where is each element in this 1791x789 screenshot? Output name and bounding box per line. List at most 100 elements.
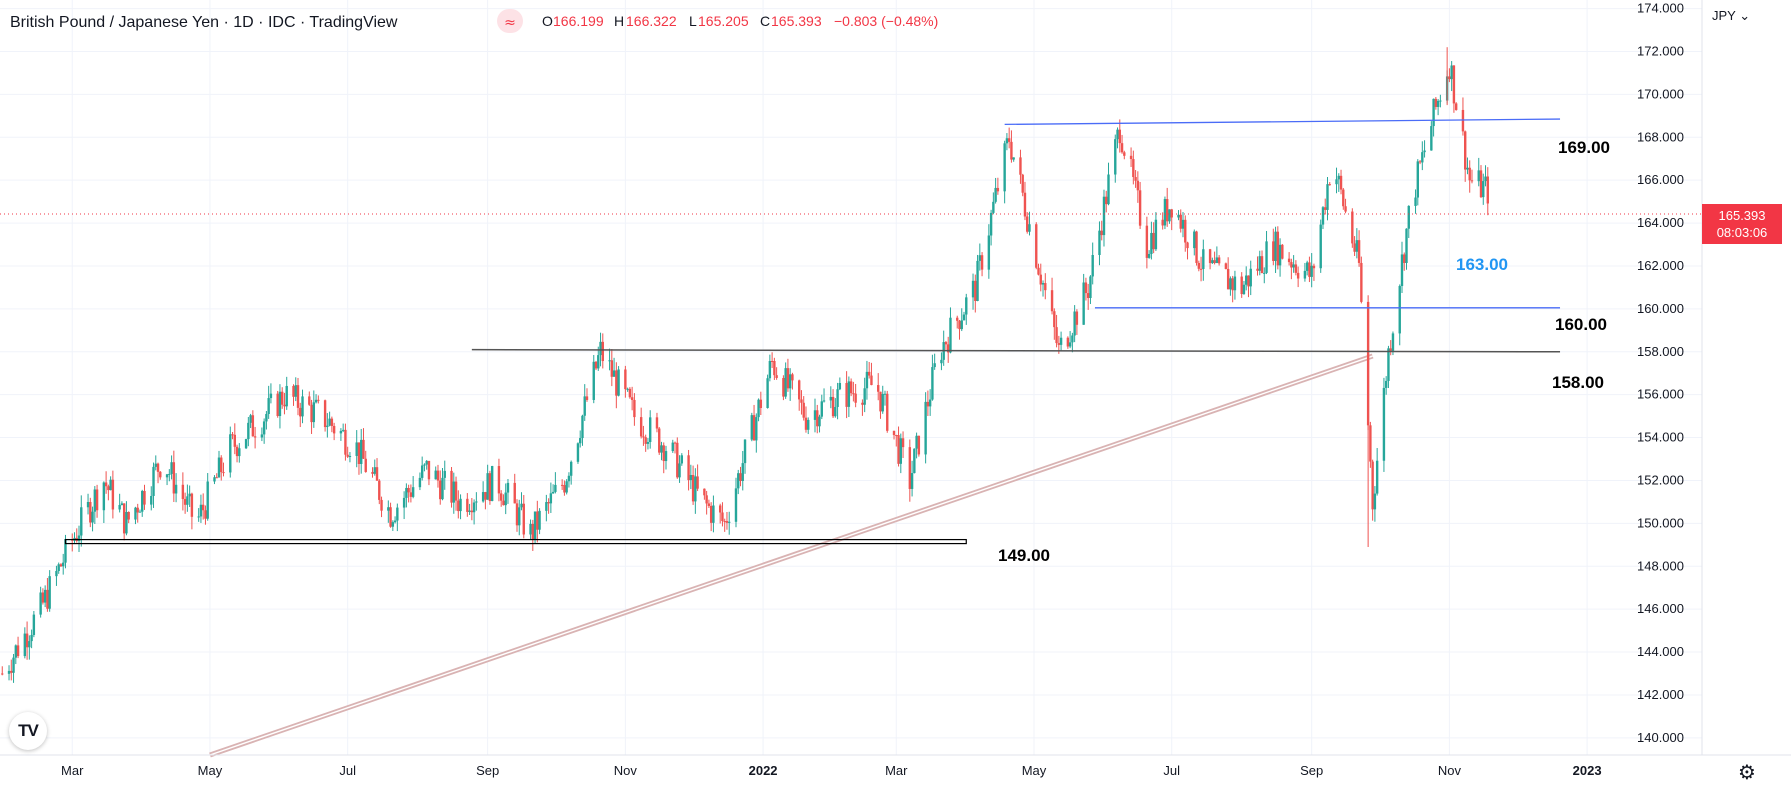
candle-body [387, 507, 390, 511]
candle-body [1, 673, 4, 675]
candle-body [1028, 224, 1031, 232]
price-tick-label: 150.000 [1637, 515, 1684, 530]
candle-body [10, 670, 13, 673]
candle-body [308, 396, 311, 405]
candle-body [251, 415, 255, 437]
trendline[interactable] [209, 353, 1374, 758]
candle-body [1177, 214, 1180, 218]
candle-body [423, 464, 426, 466]
candle-body [355, 442, 358, 456]
candle-body [269, 393, 273, 399]
candle-body [583, 396, 586, 416]
candle-body [362, 439, 365, 459]
price-tick-label: 148.000 [1637, 558, 1684, 573]
candle-body [910, 473, 914, 489]
candle-body [1224, 263, 1228, 269]
candle-body [1005, 138, 1009, 144]
candle-body [183, 499, 187, 505]
candle-body [1450, 65, 1453, 80]
candle-body [104, 482, 108, 487]
candle-body [838, 382, 842, 390]
candle-body [427, 460, 431, 480]
candle-body [91, 511, 94, 523]
candle-body [23, 633, 27, 657]
candle-body [346, 454, 349, 457]
open-label: O [542, 13, 553, 29]
candle-body [1391, 333, 1395, 351]
candle-body [168, 473, 171, 475]
candle-body [1245, 275, 1248, 285]
gear-icon[interactable]: ⚙ [1738, 760, 1756, 784]
candle-body [804, 417, 808, 430]
level-lines[interactable] [64, 118, 1561, 545]
candle-body [1161, 219, 1164, 226]
candle-body [30, 634, 33, 642]
candle-body [1136, 180, 1140, 191]
last-price-tag [1702, 204, 1782, 244]
candle-body [1217, 257, 1221, 264]
price-tick-label: 160.000 [1637, 301, 1684, 316]
candle-body [791, 374, 794, 381]
candle-body [1482, 181, 1485, 198]
price-axis[interactable]: 174.000 172.000 170.000 168.000 166.000 164.0… [1637, 1, 1684, 745]
time-axis[interactable]: Mar May Jul Sep Nov 2022 Mar May Jul Sep Nov 2023 [61, 763, 1602, 778]
candle-body [1086, 293, 1090, 299]
candle-body [630, 397, 634, 400]
candle-body [1231, 278, 1234, 291]
candle-body [1405, 228, 1408, 263]
candle-body [1260, 256, 1264, 274]
candle-body [1423, 150, 1426, 153]
candle-body [1263, 272, 1266, 274]
candle-body [459, 498, 462, 512]
candle-body [1479, 170, 1483, 198]
symbol-title: British Pound / Japanese Yen · 1D · IDC … [10, 14, 398, 31]
candle-body [312, 402, 316, 423]
candle-body [836, 389, 839, 407]
candle-body [1150, 232, 1153, 254]
candle-body [513, 482, 516, 504]
candle-body [1418, 161, 1422, 163]
candle-body [247, 422, 250, 440]
candle-body [1007, 138, 1011, 142]
candle-body [330, 418, 334, 426]
currency-selector[interactable]: JPY ⌄ [1712, 8, 1750, 24]
time-tick-label: 2023 [1573, 763, 1602, 778]
candle-body [996, 187, 1000, 192]
candle-body [1102, 196, 1106, 236]
candle-body [1055, 327, 1058, 344]
candle-body [597, 355, 600, 369]
candle-body [409, 492, 413, 497]
candle-body [443, 470, 446, 478]
indicator-badge[interactable] [497, 9, 523, 33]
time-tick-label: May [198, 763, 223, 778]
candle-body [332, 425, 336, 434]
candle-body [360, 439, 363, 464]
candle-body [1400, 254, 1404, 287]
candle-body [1195, 231, 1198, 263]
candle-body [118, 504, 121, 510]
candle-body [917, 435, 921, 455]
candle-body [913, 448, 916, 474]
candle-body [610, 360, 614, 377]
candle-body [1249, 268, 1252, 287]
candle-body [344, 429, 347, 455]
candle-body [59, 564, 63, 567]
high-label: H [614, 13, 624, 29]
candle-body [253, 436, 257, 438]
candle-body [705, 495, 708, 504]
candle-body [865, 371, 869, 389]
candle-body [141, 490, 144, 512]
close-value: 165.393 [771, 13, 822, 29]
candle-body [755, 417, 758, 441]
candle-body [757, 399, 760, 418]
candle-body [1226, 268, 1230, 290]
candle-body [1050, 290, 1054, 312]
tradingview-logo-icon[interactable]: TV [9, 712, 47, 750]
support-zone-149 [64, 538, 967, 545]
candle-body [660, 445, 663, 453]
candle-body [1353, 243, 1356, 252]
candle-body [563, 485, 566, 493]
candle-body [1082, 282, 1085, 325]
candle-body [1197, 262, 1201, 269]
